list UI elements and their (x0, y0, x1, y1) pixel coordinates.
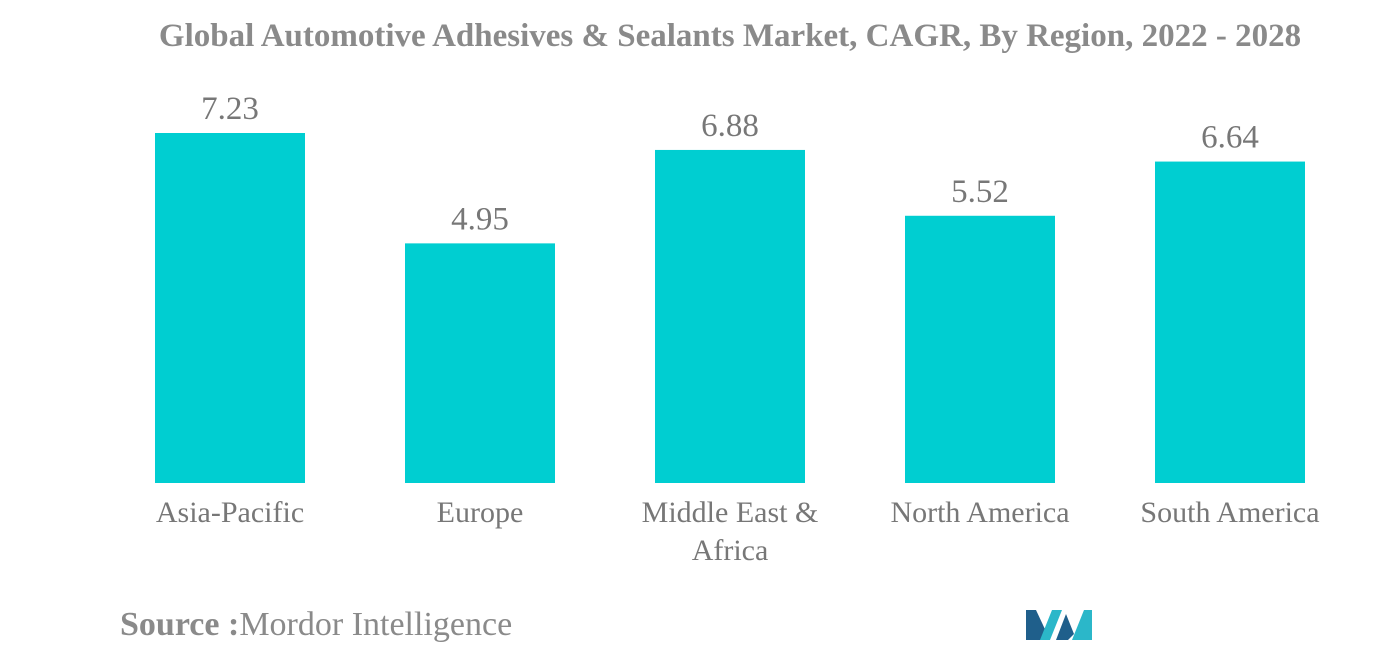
category-labels-layer: Asia-Pacific Europe Middle East & Africa Nor… (156, 496, 1320, 567)
category-label-3: North America (890, 496, 1069, 529)
data-label-2: 6.88 (701, 108, 759, 144)
bars-layer (155, 133, 1305, 483)
bar-2 (655, 149, 805, 483)
bar-0 (155, 133, 305, 483)
mordor-intelligence-logo-icon (1026, 610, 1092, 640)
bar-4 (1155, 161, 1305, 483)
category-label-2-line-1: Africa (692, 534, 769, 567)
data-label-4: 6.64 (1201, 120, 1259, 156)
chart-title: Global Automotive Adhesives & Sealants M… (158, 18, 1302, 54)
bar-3 (905, 215, 1055, 483)
category-label-1: Europe (437, 496, 524, 529)
bar-1 (405, 243, 555, 483)
category-label-4: South America (1140, 496, 1319, 529)
source-value: Mordor Intelligence (239, 606, 513, 643)
data-label-0: 7.23 (201, 91, 259, 127)
category-label-0: Asia-Pacific (156, 496, 304, 529)
value-labels-layer: 7.23 4.95 6.88 5.52 6.64 (201, 91, 1259, 237)
source-label: Source : (120, 606, 240, 643)
data-label-3: 5.52 (951, 174, 1009, 210)
data-label-1: 4.95 (451, 201, 509, 237)
category-label-2-line-0: Middle East & (642, 496, 819, 529)
source-note: Source :Mordor Intelligence (120, 606, 512, 644)
